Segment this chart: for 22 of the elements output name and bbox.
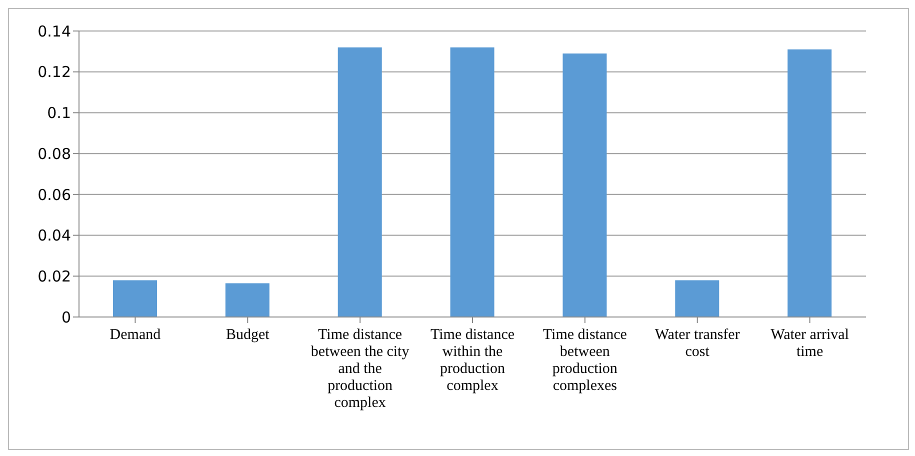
y-tick-label: 0.08: [38, 144, 71, 163]
x-tick-label: Budget: [226, 327, 270, 343]
x-tick-label: Water arrival time: [770, 327, 849, 360]
y-tick-label: 0.1: [47, 104, 71, 122]
y-tick-label: 0.06: [38, 186, 71, 204]
bar: [225, 283, 270, 317]
x-tick-label: Time distance within the production complex: [430, 327, 515, 394]
x-tick-label: Water transfer cost: [654, 327, 740, 360]
y-tick-label: 0.14: [38, 22, 71, 40]
y-tick-label: 0.02: [38, 267, 71, 286]
bar: [675, 280, 720, 317]
x-tick-label: Demand: [110, 327, 162, 343]
bar: [562, 53, 607, 317]
bar: [450, 47, 494, 317]
bar: [338, 47, 382, 317]
y-tick-label: 0: [61, 308, 71, 326]
x-tick-label: Time distance between production complexes: [542, 327, 628, 394]
y-tick-label: 0.04: [38, 226, 71, 245]
x-tick-label: Time distance between the city and the production complex: [310, 327, 410, 411]
y-tick-label: 0.12: [38, 63, 71, 82]
bar: [788, 49, 832, 317]
bar: [113, 280, 157, 317]
